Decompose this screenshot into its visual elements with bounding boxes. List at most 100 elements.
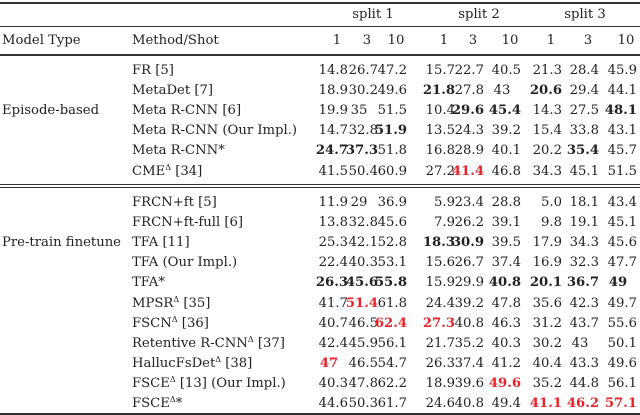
table-row: MPSRΔ [35] 41.7 51.4 61.8 24.4 39.2 47.8 35.6 42…	[0, 294, 640, 314]
table-row: Meta R-CNN* 24.7 37.3 51.8 16.8 28.9 40.1 20.2 3…	[0, 141, 640, 161]
model-type-label: Episode-based	[2, 103, 100, 119]
group-separator-rule-2	[0, 187, 640, 188]
top-rule	[0, 2, 640, 4]
value-cell: 10.4	[425, 103, 455, 119]
value-cell: 32.3	[569, 255, 599, 271]
value-cell: 46.5	[348, 355, 378, 371]
value-cell: 40.1	[491, 143, 521, 159]
value-cell: 11.9	[318, 195, 348, 210]
table-row: Meta R-CNN [6] 19.9 35 51.5 10.4 29.6 45.4 14.3…	[0, 101, 640, 121]
value-cell: 46.8	[491, 163, 521, 179]
table-row: FSCEΔ* 44.6 50.3 61.7 24.6 40.8 49.4 41.1 46.2 57…	[0, 394, 640, 414]
method-name: MPSRΔ [35]	[132, 294, 211, 311]
value-cell: 39.5	[491, 235, 521, 251]
value-cell: 49.7	[607, 295, 637, 311]
value-cell: 46.3	[491, 315, 521, 331]
value-cell: 56.1	[377, 335, 407, 351]
table-row: FR [5] 14.8 26.7 47.2 15.7 22.7 40.5 21.3 28.4 45…	[0, 61, 640, 81]
value-cell: 51.5	[607, 163, 637, 179]
value-cell: 43	[493, 83, 511, 99]
value-cell: 28.8	[491, 195, 521, 210]
table-row: FSCNΔ [36] 40.7 46.5 62.4 27.3 40.8 46.3 31.2 43…	[0, 314, 640, 334]
value-cell: 24.7	[315, 143, 348, 159]
value-cell: 16.8	[425, 143, 455, 159]
method-name: FR [5]	[132, 63, 174, 78]
value-cell: 9.8	[541, 215, 562, 231]
value-cell: 34.3	[569, 235, 599, 251]
method-name: MetaDet [7]	[132, 83, 214, 99]
value-cell: 29	[350, 195, 368, 210]
value-cell: 47.8	[348, 375, 378, 391]
value-cell: 31.2	[532, 315, 562, 331]
value-cell: 28.9	[454, 143, 484, 159]
value-cell: 46.2	[566, 396, 599, 411]
value-cell: 61.7	[377, 396, 407, 411]
value-cell: 33.8	[569, 123, 599, 139]
value-cell: 29.4	[569, 83, 599, 99]
value-cell: 47.7	[607, 255, 637, 271]
shot-header: 1	[546, 33, 556, 48]
method-name: TFA (Our Impl.)	[132, 255, 238, 271]
method-name: FSCNΔ [36]	[132, 314, 209, 331]
value-cell: 43.7	[569, 315, 599, 331]
table-row: Meta R-CNN (Our Impl.) 14.7 32.8 51.9 13.5 24…	[0, 121, 640, 141]
value-cell: 5.9	[434, 195, 455, 210]
value-cell: 45.1	[607, 215, 637, 231]
value-cell: 57.1	[604, 396, 637, 411]
shot-header: 10	[501, 33, 519, 48]
value-cell: 20.6	[529, 83, 562, 99]
value-cell: 51.9	[374, 123, 407, 139]
value-cell: 15.7	[425, 63, 455, 78]
value-cell: 37.4	[454, 355, 484, 371]
delta-marker: Δ	[169, 395, 176, 404]
value-cell: 41.7	[318, 295, 348, 311]
value-cell: 43.3	[569, 355, 599, 371]
value-cell: 21.8	[422, 83, 455, 99]
value-cell: 49	[608, 275, 628, 291]
value-cell: 40.3	[318, 375, 348, 391]
value-cell: 62.4	[374, 315, 407, 331]
value-cell: 55.6	[607, 315, 637, 331]
value-cell: 45.9	[348, 335, 378, 351]
method-name: TFA [11]	[132, 235, 190, 251]
value-cell: 35.4	[566, 143, 599, 159]
value-cell: 50.3	[348, 396, 378, 411]
value-cell: 43.1	[607, 123, 637, 139]
value-cell: 49.6	[607, 355, 637, 371]
value-cell: 50.1	[607, 335, 637, 351]
value-cell: 24.6	[425, 396, 455, 411]
value-cell: 60.9	[377, 163, 407, 179]
value-cell: 48.1	[604, 103, 637, 119]
value-cell: 39.1	[491, 215, 521, 231]
table-row: TFA [11] 25.3 42.1 52.8 18.3 30.9 39.5 17.9 34.3…	[0, 233, 640, 253]
value-cell: 47.8	[491, 295, 521, 311]
value-cell: 19.9	[318, 103, 348, 119]
value-cell: 32.8	[348, 123, 378, 139]
value-cell: 18.9	[318, 83, 348, 99]
value-cell: 26.7	[348, 63, 378, 78]
table-row: CMEΔ [34] 41.5 50.4 60.9 27.2 41.4 46.8 34.3 45.…	[0, 162, 640, 182]
delta-marker: Δ	[171, 314, 178, 324]
value-cell: 40.3	[348, 255, 378, 271]
value-cell: 51.8	[377, 143, 407, 159]
delta-marker: Δ	[173, 294, 180, 304]
shot-header: 1	[439, 33, 449, 48]
value-cell: 26.3	[425, 355, 455, 371]
delta-marker: Δ	[247, 334, 254, 344]
table-row: Retentive R-CNNΔ [37] 42.4 45.9 56.1 21.7 35.…	[0, 334, 640, 354]
value-cell: 26.3	[315, 275, 348, 291]
method-name: FRCN+ft [5]	[132, 195, 217, 210]
value-cell: 28.4	[569, 63, 599, 78]
value-cell: 17.9	[532, 235, 562, 251]
group-separator-rule-1	[0, 184, 640, 185]
value-cell: 45.6	[345, 275, 378, 291]
value-cell: 23.4	[454, 195, 484, 210]
shot-header: 3	[362, 33, 372, 48]
table-row: FSCEΔ [13] (Our Impl.) 40.3 47.8 62.2 18.9 39…	[0, 374, 640, 394]
value-cell: 27.5	[569, 103, 599, 119]
method-name: Meta R-CNN [6]	[132, 103, 242, 119]
value-cell: 56.1	[607, 375, 637, 391]
value-cell: 5.0	[541, 195, 562, 210]
value-cell: 14.8	[318, 63, 348, 78]
value-cell: 55.8	[374, 275, 407, 291]
